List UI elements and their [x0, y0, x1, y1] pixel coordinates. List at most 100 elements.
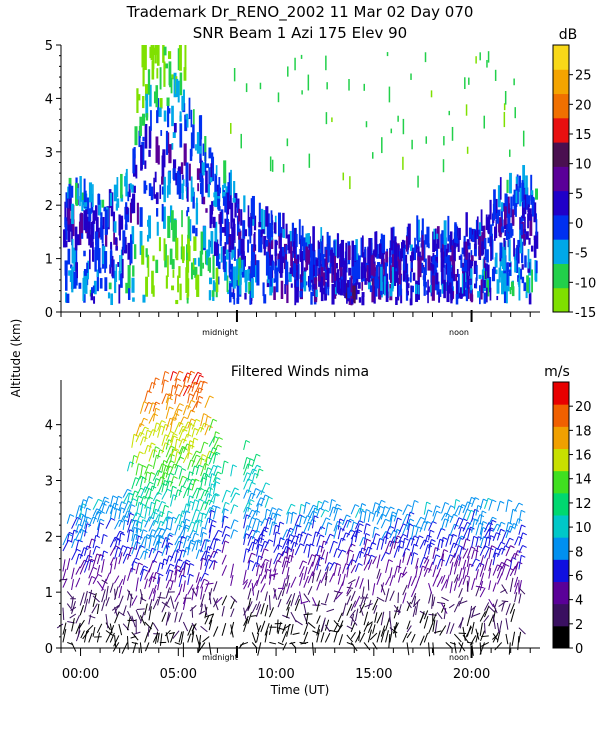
- wind-barb: [514, 502, 520, 512]
- snr-cell: [412, 272, 416, 281]
- wind-barb: [436, 576, 443, 588]
- snr-cell: [290, 241, 293, 267]
- wind-barb-flag: [176, 569, 182, 573]
- snr-cell: [242, 251, 245, 272]
- snr-cell: [76, 234, 80, 246]
- wind-barb: [213, 431, 217, 443]
- wind-barb-flag: [405, 547, 411, 551]
- snr-cell: [505, 196, 509, 218]
- wind-barb: [472, 612, 481, 617]
- snr-cell: [121, 258, 124, 279]
- wind-barb: [221, 526, 227, 538]
- snr-cell: [186, 293, 189, 300]
- wind-barb-flag: [375, 533, 380, 536]
- snr-cell: [99, 278, 103, 289]
- snr-cell: [186, 259, 190, 273]
- wind-barb: [122, 605, 127, 616]
- snr-cell: [320, 241, 323, 261]
- snr-cell: [473, 260, 477, 274]
- wind-barb-flag: [396, 535, 402, 539]
- snr-cell: [91, 287, 95, 294]
- wind-barb: [514, 561, 519, 570]
- snr-cell: [199, 176, 203, 183]
- wind-barb: [303, 522, 309, 533]
- snr-cell: [273, 222, 277, 234]
- snr-cell: [232, 197, 236, 203]
- wind-barb: [354, 608, 359, 622]
- wind-barb: [333, 590, 342, 594]
- x-tick-label: 20:00: [453, 667, 490, 682]
- wind-barb: [170, 476, 175, 487]
- wind-barb-flag: [245, 439, 251, 443]
- wind-barb: [471, 509, 476, 522]
- snr-cell: [204, 136, 207, 162]
- snr-cell: [141, 45, 145, 68]
- snr-cell: [453, 260, 455, 275]
- wind-barb: [174, 549, 179, 563]
- wind-barb: [363, 546, 369, 558]
- snr-cell: [482, 225, 485, 247]
- wind-barb-flag: [487, 497, 493, 501]
- wind-barb: [290, 623, 294, 635]
- snr-cell: [83, 250, 86, 257]
- wind-barb-flag: [142, 529, 148, 533]
- wind-barb: [453, 545, 460, 558]
- snr-cell: [145, 248, 148, 258]
- snr-cell: [307, 74, 310, 91]
- snr-cell: [410, 73, 412, 80]
- wind-barb: [479, 642, 485, 655]
- colorbar-tick-label: 12: [575, 497, 592, 512]
- wind-barb-flag: [357, 529, 363, 533]
- wind-barb: [449, 561, 454, 576]
- wind-barb: [402, 548, 407, 557]
- snr-cell: [253, 215, 257, 231]
- snr-cell: [190, 176, 193, 202]
- colorbar-swatch: [553, 287, 569, 313]
- wind-barb: [165, 587, 171, 599]
- wind-barb: [453, 633, 462, 643]
- snr-cell: [320, 276, 324, 302]
- snr-cell: [385, 291, 389, 302]
- wind-barb: [139, 519, 144, 533]
- wind-barb: [152, 584, 157, 594]
- snr-cell: [355, 239, 358, 260]
- snr-cell: [524, 216, 526, 233]
- wind-barb: [273, 508, 279, 519]
- snr-cell: [397, 245, 400, 257]
- wind-barb: [256, 574, 261, 587]
- wind-barb: [135, 528, 139, 541]
- snr-cell: [424, 258, 427, 276]
- wind-barb: [148, 529, 153, 540]
- snr-cell: [251, 195, 255, 220]
- wind-barb: [135, 577, 139, 592]
- x-axis-label: Time (UT): [270, 683, 330, 697]
- wind-barb: [204, 559, 209, 573]
- wind-barb-flag: [164, 423, 170, 427]
- snr-cell: [509, 149, 511, 157]
- wind-barb: [286, 582, 291, 594]
- snr-cell: [447, 215, 450, 242]
- snr-cell: [424, 52, 427, 63]
- wind-barb-flag: [159, 534, 164, 538]
- snr-cell: [303, 267, 307, 272]
- wind-barb: [385, 506, 391, 518]
- snr-cell: [497, 209, 501, 217]
- wind-barb: [221, 565, 228, 576]
- wind-barb: [213, 481, 217, 495]
- snr-cell: [499, 256, 502, 278]
- wind-barb: [488, 517, 493, 526]
- snr-cell: [239, 268, 242, 285]
- wind-barb: [492, 552, 497, 566]
- wind-barb: [135, 521, 139, 533]
- wind-barb: [157, 521, 161, 531]
- snr-cell: [389, 265, 392, 284]
- wind-barb: [191, 437, 195, 450]
- wind-barb-flag: [130, 504, 136, 508]
- snr-cell: [153, 194, 157, 199]
- snr-cell: [68, 197, 72, 211]
- snr-cell: [223, 160, 227, 184]
- wind-barb: [189, 604, 197, 612]
- snr-cell: [409, 255, 412, 261]
- snr-cell: [280, 280, 284, 299]
- wind-barb: [247, 541, 253, 553]
